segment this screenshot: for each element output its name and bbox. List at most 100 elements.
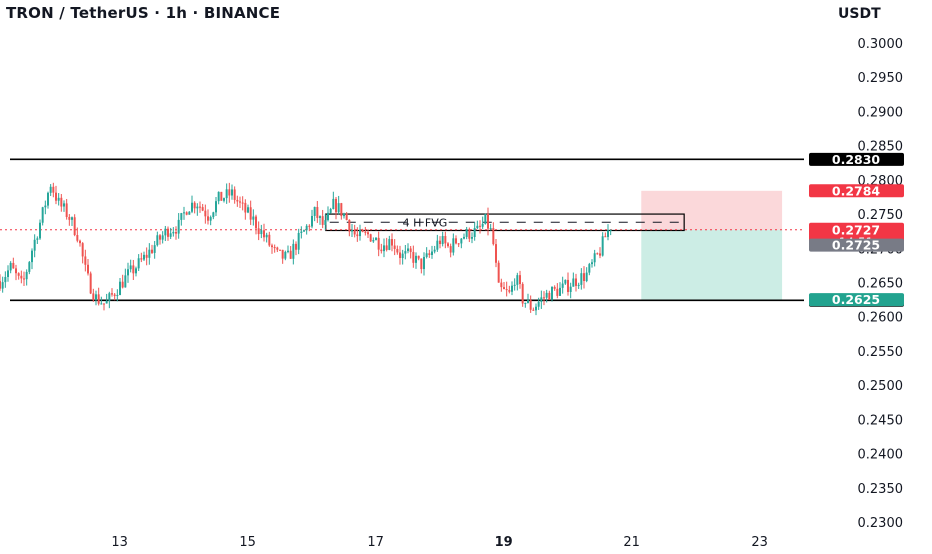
candle xyxy=(260,224,263,239)
candle xyxy=(484,213,487,225)
candle xyxy=(252,209,255,226)
candle xyxy=(452,233,455,256)
candle-body xyxy=(271,245,273,248)
candle xyxy=(567,272,569,296)
candle-body xyxy=(89,273,92,294)
y-tick-label: 0.2850 xyxy=(858,140,904,155)
candle-body xyxy=(49,186,52,193)
candle-body xyxy=(36,238,39,240)
candle-body xyxy=(39,222,41,239)
candle xyxy=(436,234,439,252)
position-price-label xyxy=(809,293,904,307)
candle-body xyxy=(391,239,393,246)
currency-label[interactable]: USDT xyxy=(838,6,881,22)
candle xyxy=(249,200,252,225)
candle-body xyxy=(63,203,65,207)
candle xyxy=(271,243,273,254)
candle-body xyxy=(569,286,572,292)
y-tick-label: 0.2500 xyxy=(858,379,904,394)
y-tick-label: 0.2650 xyxy=(858,277,904,292)
candle-body xyxy=(1,282,4,289)
candle xyxy=(329,207,332,214)
candle xyxy=(199,201,201,213)
candle xyxy=(425,247,428,259)
candle xyxy=(281,249,284,264)
candle-body xyxy=(524,302,527,304)
candle xyxy=(247,204,249,214)
candle-body xyxy=(519,275,521,285)
candle-body xyxy=(124,275,127,288)
candle-body xyxy=(332,198,335,210)
candle-body xyxy=(439,240,441,245)
candle-body xyxy=(100,303,103,305)
candle-body xyxy=(55,192,57,201)
candle-body xyxy=(375,237,377,241)
candle-body xyxy=(217,191,220,202)
level-price-label xyxy=(809,152,904,166)
candle-body xyxy=(183,212,185,214)
candle-body xyxy=(385,245,388,250)
candle-body xyxy=(153,245,156,253)
candle-body xyxy=(401,253,404,259)
candle xyxy=(455,235,457,245)
candle-body xyxy=(303,230,305,232)
candle-body xyxy=(207,216,209,221)
candle xyxy=(161,231,164,244)
candle-body xyxy=(161,235,164,240)
candle-body xyxy=(105,300,108,304)
candle xyxy=(135,266,137,277)
candle xyxy=(105,293,108,304)
candle-body xyxy=(575,278,577,286)
candle xyxy=(57,193,60,206)
candle xyxy=(489,223,492,231)
y-tick-label: 0.2750 xyxy=(858,208,904,223)
candle xyxy=(97,287,100,306)
candle-body xyxy=(532,309,535,311)
candle xyxy=(188,211,191,215)
candle xyxy=(47,191,49,209)
candle xyxy=(223,197,225,203)
candle-body xyxy=(199,206,201,208)
candle xyxy=(7,265,9,282)
candle xyxy=(121,274,124,289)
candle xyxy=(367,229,369,238)
candle xyxy=(513,278,516,291)
position-price-label-text: 0.2784 xyxy=(832,183,881,198)
candle xyxy=(201,203,204,212)
candle-body xyxy=(297,232,300,250)
candle xyxy=(607,224,609,241)
candle xyxy=(449,243,452,258)
candle-body xyxy=(495,244,497,263)
candle-body xyxy=(343,213,345,217)
candle-body xyxy=(593,253,596,263)
candle-body xyxy=(529,300,532,310)
candle-body xyxy=(548,292,551,300)
candle xyxy=(476,220,479,229)
candle-body xyxy=(479,225,481,227)
candle-body xyxy=(287,250,289,252)
x-tick-label: 17 xyxy=(367,535,384,550)
candle-body xyxy=(132,265,135,274)
candle-body xyxy=(188,211,191,215)
candle-body xyxy=(407,248,409,252)
candle xyxy=(156,231,159,247)
candle xyxy=(524,302,527,308)
candle xyxy=(337,195,340,215)
candle-body xyxy=(551,286,553,300)
y-tick-label: 0.2300 xyxy=(858,516,904,531)
x-tick-label: 19 xyxy=(495,535,513,550)
candle xyxy=(407,243,409,254)
candle-body xyxy=(484,214,487,224)
candle-body xyxy=(41,207,44,223)
candle-body xyxy=(57,197,60,201)
candle xyxy=(164,225,167,242)
candle-body xyxy=(545,292,548,298)
candle xyxy=(340,202,343,220)
candle-body xyxy=(108,293,111,301)
candle xyxy=(169,227,172,240)
candle-body xyxy=(15,268,17,274)
candle xyxy=(412,245,415,268)
candle xyxy=(84,249,87,272)
